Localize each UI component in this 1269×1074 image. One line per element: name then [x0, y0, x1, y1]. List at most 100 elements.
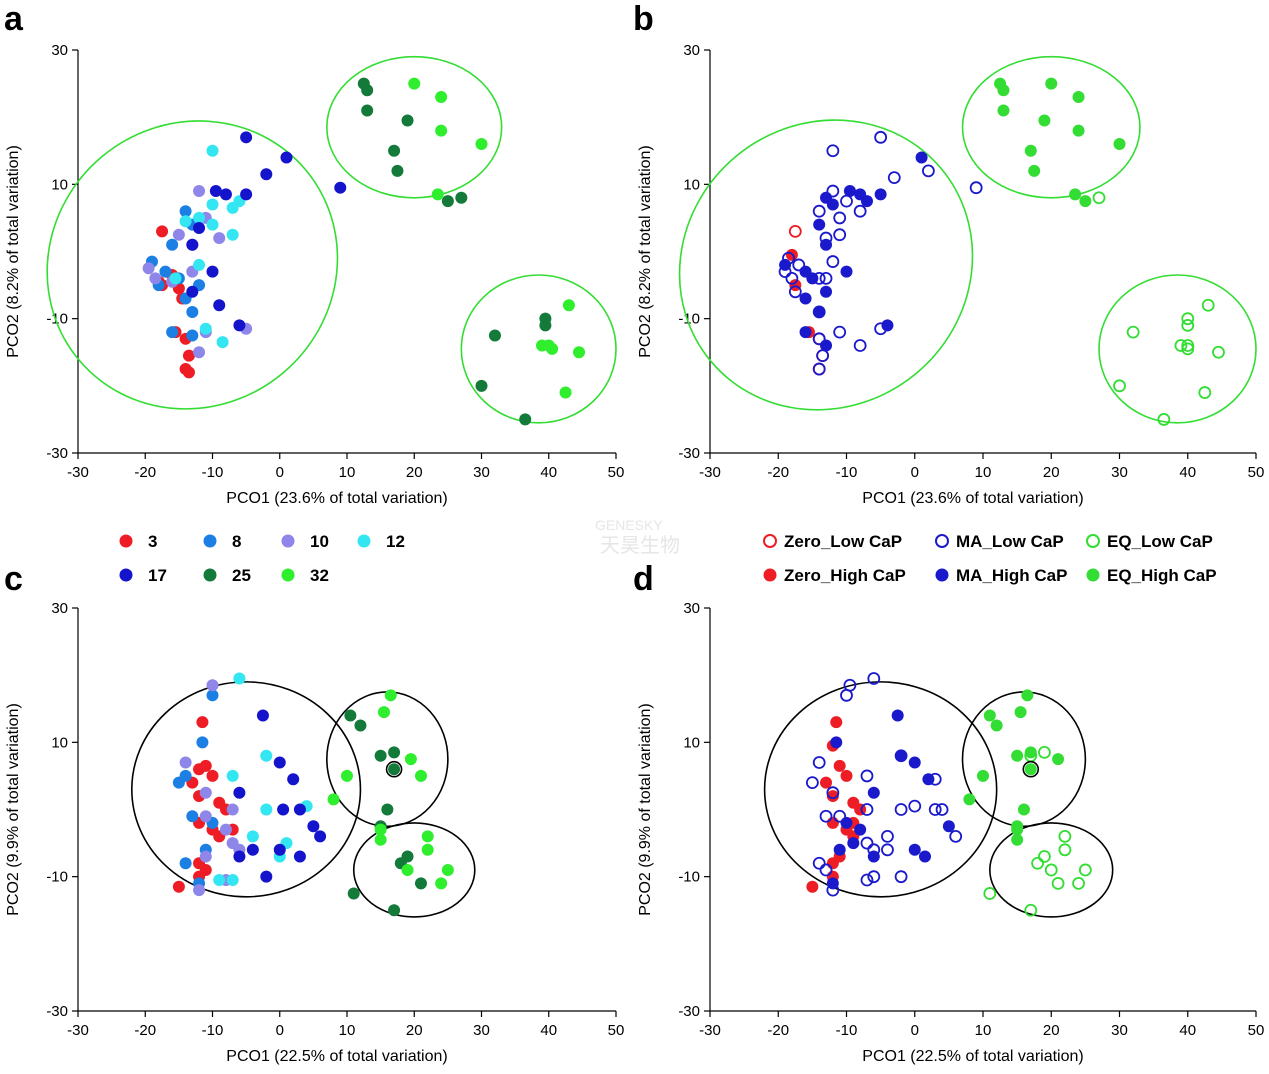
- data-point: [179, 857, 192, 870]
- data-point: [388, 144, 401, 157]
- data-point: [860, 769, 874, 783]
- data-point: [908, 756, 921, 769]
- cluster-ellipse: [131, 681, 362, 898]
- series-ma-low-cap: [778, 130, 983, 376]
- data-point: [273, 756, 286, 769]
- data-point: [853, 204, 867, 218]
- data-point: [983, 887, 997, 900]
- y-axis-title: PCO2 (9.9% of total variation): [637, 703, 654, 916]
- data-point: [1181, 318, 1195, 332]
- data-point: [833, 843, 846, 856]
- data-point: [193, 258, 206, 271]
- data-point: [166, 326, 179, 339]
- data-point: [384, 689, 397, 702]
- data-point: [435, 877, 448, 890]
- data-point: [199, 759, 212, 772]
- data-point: [1024, 763, 1037, 776]
- data-point: [854, 823, 867, 836]
- panel-letter-a: a: [4, 0, 24, 38]
- cluster-ellipse: [989, 822, 1114, 918]
- data-point: [388, 763, 401, 776]
- x-tick-label: 30: [1111, 464, 1128, 481]
- legend-marker: [763, 568, 777, 582]
- legend-c: 3 8 10 12 17 25 32: [119, 532, 405, 585]
- series-ma-high-cap: [826, 709, 955, 890]
- data-point: [431, 188, 444, 201]
- data-point: [949, 829, 963, 843]
- y-tick-label: 10: [51, 176, 68, 193]
- data-point: [847, 837, 860, 850]
- data-point: [206, 144, 219, 157]
- data-point: [1011, 749, 1024, 762]
- data-point: [1038, 114, 1051, 127]
- data-point: [860, 803, 874, 816]
- data-point: [260, 749, 273, 762]
- cluster-ellipse: [1098, 274, 1257, 424]
- data-point: [401, 114, 414, 127]
- data-point: [894, 870, 908, 884]
- data-point: [867, 870, 881, 884]
- data-point: [354, 719, 367, 732]
- data-point: [935, 803, 949, 816]
- data-point: [193, 884, 206, 897]
- data-point: [327, 793, 340, 806]
- data-point: [1011, 833, 1024, 846]
- data-point: [812, 856, 826, 870]
- data-point: [374, 823, 387, 836]
- data-point: [1212, 345, 1225, 359]
- data-point: [874, 130, 888, 144]
- data-point: [826, 198, 839, 211]
- data-point: [785, 271, 799, 285]
- data-point: [179, 215, 192, 228]
- x-tick-label: 40: [540, 1022, 557, 1039]
- data-point: [273, 843, 286, 856]
- data-point: [1052, 753, 1065, 766]
- legend-label: Zero_Low CaP: [784, 532, 902, 551]
- x-tick-label: 30: [473, 1022, 490, 1039]
- legend-label: Zero_High CaP: [784, 566, 906, 585]
- data-point: [186, 329, 199, 342]
- data-point: [441, 863, 454, 876]
- panel-letter-b: b: [633, 0, 654, 38]
- x-tick-label: -20: [767, 464, 789, 481]
- series-32: [327, 689, 454, 890]
- data-point: [788, 224, 802, 238]
- data-point: [414, 877, 427, 890]
- y-tick-label: -30: [46, 445, 68, 462]
- legend-marker: [763, 534, 777, 548]
- data-point: [233, 319, 246, 332]
- data-point: [833, 809, 847, 823]
- data-point: [792, 258, 806, 272]
- data-point: [179, 756, 192, 769]
- data-point: [206, 218, 219, 231]
- data-point: [539, 319, 552, 332]
- data-point: [826, 144, 840, 158]
- y-tick-label: 10: [683, 176, 700, 193]
- x-tick-label: -30: [67, 1022, 89, 1039]
- data-point: [142, 262, 155, 275]
- y-axis-title: PCO2 (9.9% of total variation): [5, 703, 22, 916]
- legend-label: 8: [232, 532, 241, 551]
- data-point: [199, 786, 212, 799]
- data-point: [199, 850, 212, 863]
- data-point: [820, 776, 833, 789]
- legend-d: Zero_Low CaP MA_Low CaP EQ_Low CaP Zero_Hig…: [763, 532, 1217, 585]
- data-point: [1038, 746, 1051, 759]
- series-12: [169, 144, 246, 349]
- data-point: [799, 326, 812, 339]
- data-point: [179, 205, 192, 218]
- data-point: [209, 185, 222, 198]
- legend-label: MA_High CaP: [956, 566, 1067, 585]
- data-point: [977, 769, 989, 782]
- data-point: [990, 719, 1003, 732]
- legend-label: EQ_High CaP: [1107, 566, 1217, 585]
- data-point: [206, 769, 219, 782]
- data-point: [867, 672, 881, 685]
- data-point: [186, 305, 199, 318]
- data-point: [441, 195, 454, 208]
- x-tick-label: 20: [1043, 464, 1060, 481]
- y-tick-label: 10: [683, 734, 700, 751]
- data-point: [918, 850, 931, 863]
- y-axis-title: PCO2 (8.2% of total variation): [637, 145, 654, 358]
